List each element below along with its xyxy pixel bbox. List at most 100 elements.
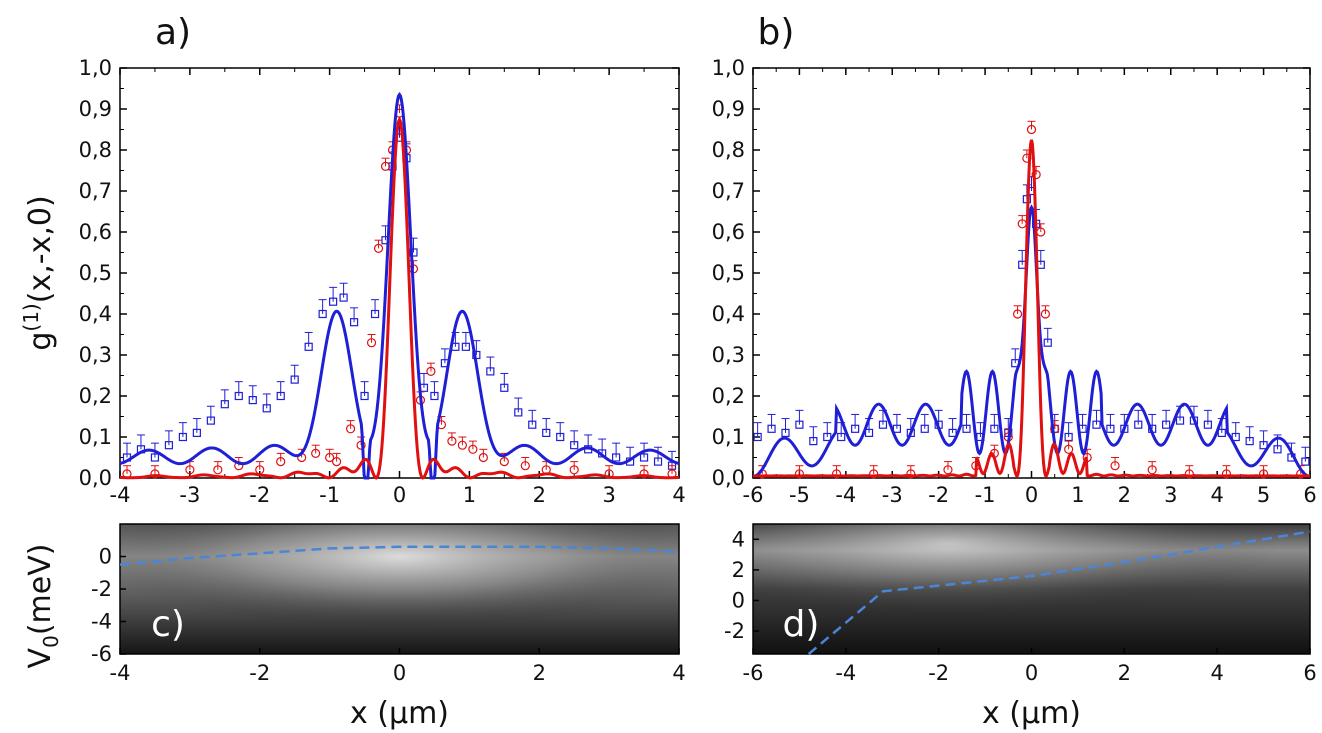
data-point-circle: [1147, 465, 1157, 475]
panel-label: c): [151, 604, 185, 645]
data-point-square: [612, 453, 621, 462]
x-tick-label: -5: [789, 483, 810, 507]
x-tick-label: 4: [672, 661, 685, 685]
data-point-square: [948, 428, 957, 437]
x-tick-label: 6: [1303, 483, 1316, 507]
y-tick-label: 0,1: [79, 425, 112, 449]
data-point-circle: [332, 457, 342, 467]
data-point-square: [990, 424, 999, 433]
data-point-circle: [1026, 124, 1037, 135]
y-tick-label: 0,5: [712, 261, 745, 285]
data-point-circle: [520, 461, 530, 471]
data-point-square: [304, 342, 313, 351]
data-point-circle: [373, 243, 384, 253]
y-tick-label: -6: [91, 642, 112, 666]
data-point-square: [1043, 338, 1052, 347]
data-point-circle: [831, 469, 842, 479]
data-point-circle: [457, 440, 467, 450]
data-point-square: [164, 441, 174, 450]
data-point-square: [290, 375, 299, 384]
heatmap-glow: [120, 524, 679, 654]
data-point-circle: [345, 424, 356, 434]
data-point-square: [1134, 420, 1143, 429]
data-point-circle: [943, 465, 953, 475]
x-tick-label: 4: [1210, 661, 1223, 685]
x-tick-label: -4: [110, 483, 131, 507]
data-point-square: [528, 420, 537, 429]
data-point-circle: [213, 465, 223, 475]
y-tick-label: 1,0: [712, 56, 745, 80]
data-point-circle: [426, 366, 436, 376]
x-tick-label: 2: [533, 483, 546, 507]
x-tick-label: -1: [319, 483, 340, 507]
data-point-square: [542, 428, 551, 437]
y-tick-label: 4: [732, 527, 745, 551]
fit-curve-blue: [752, 204, 1311, 478]
data-point-circle: [869, 469, 879, 479]
data-point-square: [570, 441, 579, 450]
x-tick-label: -4: [110, 661, 131, 685]
data-point-square: [653, 457, 663, 466]
data-point-circle: [311, 448, 321, 458]
data-point-square: [220, 400, 229, 409]
potential-line: [807, 530, 1311, 655]
x-tick-label: 0: [1025, 483, 1038, 507]
x-tick-label: -2: [928, 483, 949, 507]
data-point-square: [864, 428, 874, 437]
data-point-circle: [1040, 309, 1051, 319]
y-tick-label: 0,8: [79, 138, 112, 162]
x-axis-label: x (μm): [350, 696, 449, 731]
data-point-square: [837, 432, 846, 442]
x-tick-label: 3: [602, 483, 615, 507]
data-point-square: [767, 424, 776, 433]
x-tick-label: -6: [743, 483, 764, 507]
data-point-circle: [1012, 309, 1023, 319]
data-point-square: [234, 391, 243, 401]
fit-curve-blue: [119, 92, 680, 480]
data-point-square: [276, 391, 285, 401]
heatmap-panel-d: 4 2 0 -2 -6 -4 -2 0 2 4 6 x (μm) d): [724, 523, 1317, 731]
x-tick-label: 3: [1164, 483, 1177, 507]
y-axis-label-top: g(1)(x,-x,0): [19, 195, 58, 350]
data-point-circle: [366, 338, 377, 348]
y-tick-label: 0,0: [79, 466, 112, 490]
y-tick-label: -2: [91, 577, 112, 601]
fit-curve-red: [752, 139, 1311, 478]
data-point-square: [962, 424, 971, 433]
data-point-square: [206, 416, 215, 425]
y-tick-label: 0,4: [79, 302, 112, 326]
data-point-square: [781, 428, 790, 437]
data-point-square: [753, 432, 762, 442]
x-tick-label: 2: [1118, 483, 1131, 507]
x-tick-label: 4: [672, 483, 685, 507]
data-point-circle: [1184, 469, 1194, 479]
y-tick-label: 2: [732, 558, 745, 582]
x-tick-label: -2: [249, 483, 270, 507]
data-point-square: [360, 391, 369, 401]
y-tick-label: 0,8: [712, 138, 745, 162]
data-point-square: [1106, 424, 1115, 433]
x-tick-label: -6: [743, 661, 764, 685]
data-point-circle: [380, 161, 391, 171]
y-tick-label: 0,5: [79, 261, 112, 285]
data-point-square: [639, 453, 649, 462]
x-tick-label: 0: [393, 483, 406, 507]
data-point-square: [878, 420, 888, 429]
data-point-square: [1217, 428, 1226, 437]
data-point-circle: [150, 469, 160, 479]
y-axis-label-bottom: V0(meV): [23, 544, 63, 669]
data-point-circle: [447, 436, 457, 446]
y-tick-label: 0,9: [712, 97, 745, 121]
y-tick-label: 0,3: [79, 343, 112, 367]
x-tick-label: 2: [533, 661, 546, 685]
data-point-square: [1175, 416, 1185, 425]
y-tick-label: 0,2: [712, 384, 745, 408]
data-point-square: [318, 309, 327, 319]
data-point-square: [1245, 437, 1254, 446]
data-point-square: [1259, 441, 1268, 450]
data-point-square: [556, 432, 565, 442]
x-tick-label: -2: [249, 661, 270, 685]
data-point-circle: [325, 452, 335, 463]
y-tick-label: 0,7: [79, 179, 112, 203]
